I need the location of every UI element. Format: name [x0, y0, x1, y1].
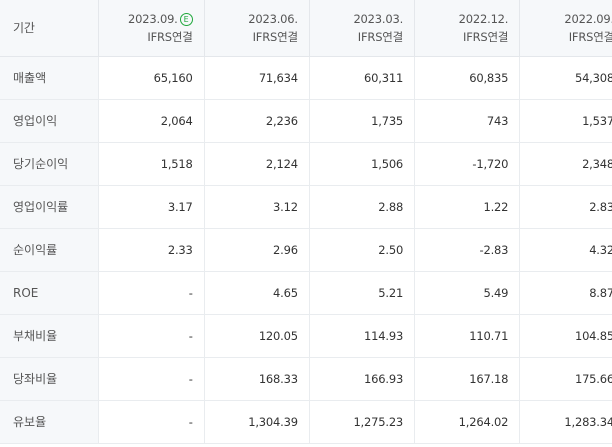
header-row: 기간 2023.09. E IFRS연결 2023.06. IFRS연결 2023…	[0, 0, 612, 57]
table-cell: 1,275.23	[308, 400, 415, 444]
accounting-basis-label: IFRS연결	[252, 29, 298, 44]
table-cell: 104.85	[519, 314, 612, 358]
table-row-revenue: 매출액 65,160 71,634 60,311 60,835 54,308	[0, 56, 612, 100]
period-label: 2023.09. E	[100, 10, 193, 28]
table-cell: 2.83	[519, 185, 612, 229]
table-cell: -1,720	[414, 142, 520, 186]
row-label: 영업이익률	[0, 185, 99, 229]
table-cell: 110.71	[414, 314, 520, 358]
table-row-roe: ROE - 4.65 5.21 5.49 8.87	[0, 271, 612, 315]
table-cell: 60,835	[414, 56, 520, 100]
table-row-operating-margin: 영업이익률 3.17 3.12 2.88 1.22 2.83	[0, 185, 612, 229]
accounting-basis-label: IFRS연결	[147, 29, 193, 44]
row-label: 유보율	[0, 400, 99, 444]
table-cell: 1,304.39	[203, 400, 310, 444]
table-row-quick-ratio: 당좌비율 - 168.33 166.93 167.18 175.66	[0, 357, 612, 401]
column-header-2022-09: 2022.09. IFRS연결	[519, 0, 612, 57]
table-cell: 114.93	[308, 314, 415, 358]
table-cell: 2.96	[203, 228, 310, 272]
row-label: 영업이익	[0, 99, 99, 143]
table-cell: 3.17	[98, 185, 205, 229]
row-label: ROE	[0, 271, 99, 315]
table-cell: 65,160	[98, 56, 205, 100]
column-header-2023-03: 2023.03. IFRS연결	[308, 0, 415, 57]
table-cell: -	[98, 357, 205, 401]
table-cell: 4.65	[203, 271, 310, 315]
column-header-2022-12: 2022.12. IFRS연결	[414, 0, 520, 57]
table-row-operating-profit: 영업이익 2,064 2,236 1,735 743 1,537	[0, 99, 612, 143]
table-body: 매출액 65,160 71,634 60,311 60,835 54,308 영…	[0, 56, 612, 444]
table-cell: -	[98, 400, 205, 444]
table-cell: 2,348	[519, 142, 612, 186]
column-header-2023-09: 2023.09. E IFRS연결	[98, 0, 205, 57]
table-cell: 120.05	[203, 314, 310, 358]
row-label: 매출액	[0, 56, 99, 100]
column-header-2023-06: 2023.06. IFRS연결	[203, 0, 310, 57]
table-cell: 3.12	[203, 185, 310, 229]
table-cell: 1,735	[308, 99, 415, 143]
table-cell: 1,264.02	[414, 400, 520, 444]
table-cell: 5.49	[414, 271, 520, 315]
table-cell: 2.50	[308, 228, 415, 272]
accounting-basis-label: IFRS연결	[463, 29, 509, 44]
accounting-basis-label: IFRS연결	[568, 29, 612, 44]
table-cell: 2,064	[98, 99, 205, 143]
period-label: 2022.09.	[564, 11, 612, 26]
accounting-basis-label: IFRS연결	[357, 29, 404, 44]
table-cell: 5.21	[308, 271, 415, 315]
table-cell: 54,308	[519, 56, 612, 100]
row-label: 부채비율	[0, 314, 99, 358]
table-cell: 2.88	[308, 185, 415, 229]
period-label: 2023.06.	[248, 11, 298, 26]
table-row-reserve-ratio: 유보율 - 1,304.39 1,275.23 1,264.02 1,283.3…	[0, 400, 612, 444]
table-cell: 1.22	[414, 185, 520, 229]
period-label: 2022.12.	[458, 11, 509, 26]
row-label: 당기순이익	[0, 142, 99, 186]
table-row-net-margin: 순이익률 2.33 2.96 2.50 -2.83 4.32	[0, 228, 612, 272]
table-cell: 1,283.34	[519, 400, 612, 444]
table-cell: 743	[414, 99, 520, 143]
table-cell: 175.66	[519, 357, 612, 401]
table-cell: 166.93	[308, 357, 415, 401]
table-cell: 167.18	[414, 357, 520, 401]
table-cell: 60,311	[308, 56, 415, 100]
row-label: 순이익률	[0, 228, 99, 272]
table-cell: 168.33	[203, 357, 310, 401]
table-cell: 4.32	[519, 228, 612, 272]
estimate-badge-icon: E	[179, 12, 193, 26]
table-cell: 71,634	[203, 56, 310, 100]
period-label: 2023.03.	[353, 11, 404, 26]
table-cell: 1,506	[308, 142, 415, 186]
table-cell: -	[98, 314, 205, 358]
table-cell: -2.83	[414, 228, 520, 272]
period-row-label: 기간	[0, 0, 99, 57]
table-cell: 1,518	[98, 142, 205, 186]
table-cell: 2,236	[203, 99, 310, 143]
table-cell: 8.87	[519, 271, 612, 315]
table-row-debt-ratio: 부채비율 - 120.05 114.93 110.71 104.85	[0, 314, 612, 358]
table-row-net-income: 당기순이익 1,518 2,124 1,506 -1,720 2,348	[0, 142, 612, 186]
table-cell: 2,124	[203, 142, 310, 186]
row-label: 당좌비율	[0, 357, 99, 401]
table-cell: -	[98, 271, 205, 315]
table-cell: 1,537	[519, 99, 612, 143]
table-header: 기간 2023.09. E IFRS연결 2023.06. IFRS연결 2023…	[0, 0, 612, 57]
table-cell: 2.33	[98, 228, 205, 272]
